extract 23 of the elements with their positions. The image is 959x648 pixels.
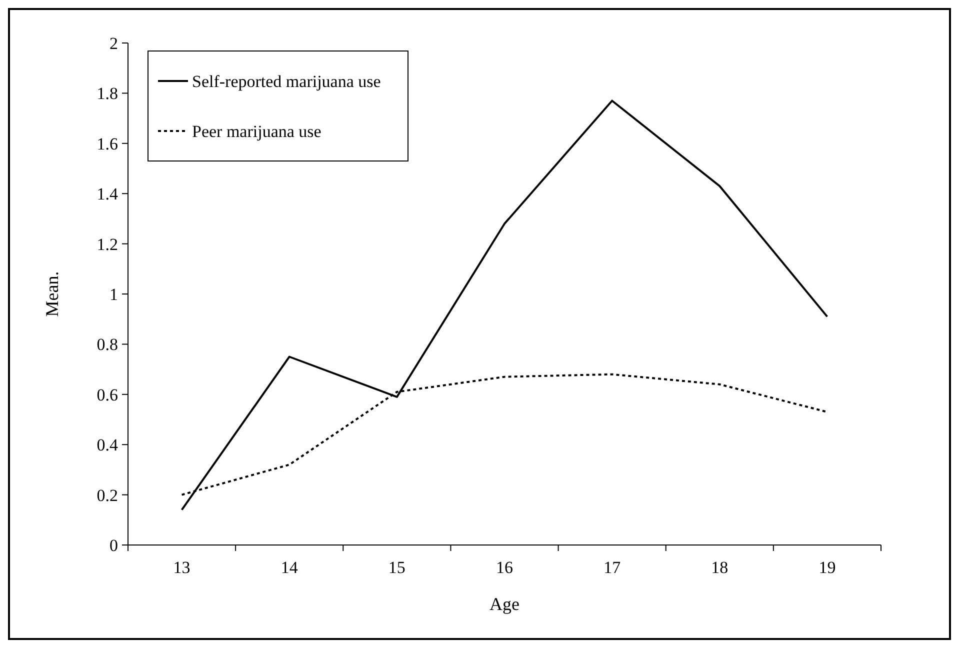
x-tick-label: 16 [496,558,513,577]
y-tick-label: 1 [110,284,118,304]
y-tick-label: 1.6 [96,134,118,154]
x-axis-title: Age [490,594,520,614]
y-tick-label: 0.4 [96,436,118,455]
legend-label: Self-reported marijuana use [192,72,381,91]
y-axis-title: Mean. [42,271,62,317]
x-tick-label: 19 [818,558,836,577]
x-tick-label: 13 [173,558,190,577]
legend-label: Peer marijuana use [192,122,322,141]
x-tick-label: 18 [711,558,728,577]
x-tick-label: 17 [604,558,622,577]
line-series [180,100,828,511]
y-tick-label: 0 [110,536,118,555]
y-tick-label: 0.6 [96,385,118,404]
y-tick-label: 1.4 [96,184,118,204]
x-tick-label: 14 [280,558,298,577]
y-tick-label: 0.8 [96,335,118,354]
y-tick-label: 0.2 [96,486,118,505]
y-tick-label: 1.2 [96,234,118,254]
y-tick-label: 1.8 [96,84,118,104]
y-tick-label: 2 [110,34,118,53]
x-tick-label: 15 [388,558,406,577]
